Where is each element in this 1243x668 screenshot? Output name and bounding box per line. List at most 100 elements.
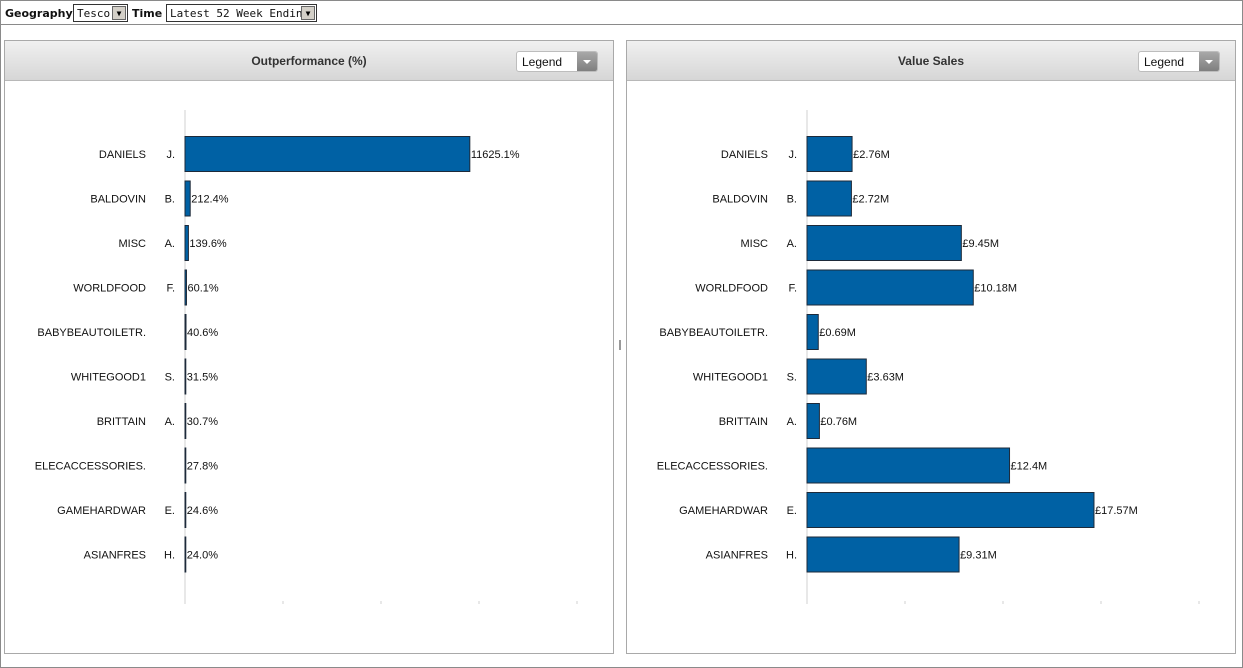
category-label: GAMEHARDWAR — [679, 505, 768, 517]
data-label: £3.63M — [867, 372, 904, 384]
category-label: ASIANFRES — [706, 550, 768, 562]
bar[interactable] — [184, 492, 187, 528]
data-label: £2.72M — [852, 194, 889, 206]
data-label: £17.57M — [1095, 505, 1138, 517]
chevron-down-icon[interactable]: ▼ — [112, 6, 126, 20]
category-label: MISC — [119, 238, 147, 250]
category-label: BALDOVIN — [712, 194, 768, 206]
data-label: 30.7% — [187, 416, 218, 428]
category-label: ELECACCESSORIES. — [657, 461, 768, 473]
category-label: DANIELS — [721, 149, 768, 161]
bar[interactable] — [806, 492, 1095, 528]
data-label: 11625.1% — [471, 149, 520, 161]
value-sales-chart: DANIELS J. £2.76M BALDOVIN B. £2.72M MISC A. £9.… — [657, 110, 1200, 604]
category-initial-label: J. — [166, 149, 175, 161]
bar[interactable] — [184, 314, 187, 350]
bar[interactable] — [184, 180, 191, 217]
category-label: BABYBEAUTOILETR. — [37, 327, 146, 339]
category-label: DANIELS — [99, 149, 146, 161]
category-label: BALDOVIN — [90, 194, 146, 206]
legend-dropdown[interactable]: Legend — [1138, 51, 1220, 72]
category-label: WORLDFOOD — [73, 283, 146, 295]
bar[interactable] — [806, 136, 853, 172]
geography-select-value: Tesco — [77, 7, 111, 20]
category-label: ASIANFRES — [84, 550, 146, 562]
bar[interactable] — [806, 358, 867, 395]
filter-bar: Geography Tesco ▼ Time Latest 52 Week En… — [1, 1, 1242, 25]
category-initial-label: H. — [786, 550, 797, 562]
time-label: Time — [132, 7, 163, 20]
category-initial-label: A. — [787, 416, 797, 428]
time-select[interactable]: Latest 52 Week Ending ▼ — [166, 4, 317, 22]
category-initial-label: S. — [165, 372, 175, 384]
category-initial-label: S. — [787, 372, 797, 384]
category-label: MISC — [741, 238, 769, 250]
value-sales-panel: Value Sales Legend DANIELS J. £2.76M BALDOV… — [626, 40, 1236, 654]
outperformance-panel: Outperformance (%) Legend DANIELS J. 11625… — [4, 40, 614, 654]
time-select-value: Latest 52 Week Ending — [170, 7, 310, 20]
category-initial-label: E. — [165, 505, 175, 517]
category-initial-label: E. — [787, 505, 797, 517]
category-initial-label: A. — [165, 238, 175, 250]
bar[interactable] — [806, 447, 1011, 484]
category-initial-label: B. — [787, 194, 797, 206]
category-label: ELECACCESSORIES. — [35, 461, 146, 473]
data-label: 27.8% — [187, 461, 218, 473]
category-initial-label: A. — [787, 238, 797, 250]
chevron-down-icon[interactable] — [577, 52, 597, 71]
data-label: 40.6% — [187, 327, 218, 339]
outperformance-chart: DANIELS J. 11625.1% BALDOVIN B. 212.4% MISC A. 1… — [35, 110, 578, 604]
legend-dropdown-label: Legend — [522, 55, 563, 69]
chevron-down-icon[interactable] — [1199, 52, 1219, 71]
bar[interactable] — [184, 269, 187, 306]
bar[interactable] — [184, 225, 189, 261]
panel-splitter-handle[interactable] — [619, 340, 621, 350]
panel-title: Value Sales — [897, 54, 965, 68]
bar[interactable] — [806, 403, 820, 439]
data-label: 139.6% — [189, 238, 227, 250]
category-initial-label: F. — [166, 283, 175, 295]
category-initial-label: B. — [165, 194, 175, 206]
data-label: 60.1% — [187, 283, 218, 295]
legend-dropdown-label: Legend — [1144, 55, 1185, 69]
panel-title: Outperformance (%) — [251, 54, 367, 68]
bar[interactable] — [184, 403, 187, 439]
category-label: WHITEGOOD1 — [71, 372, 146, 384]
bar[interactable] — [806, 269, 974, 306]
category-label: BABYBEAUTOILETR. — [659, 327, 768, 339]
geography-select[interactable]: Tesco ▼ — [73, 4, 128, 22]
data-label: 24.0% — [187, 550, 218, 562]
legend-dropdown[interactable]: Legend — [516, 51, 598, 72]
category-label: WORLDFOOD — [695, 283, 768, 295]
data-label: £0.69M — [819, 327, 856, 339]
bar[interactable] — [184, 536, 187, 573]
bar[interactable] — [184, 136, 471, 172]
bar[interactable] — [184, 447, 187, 484]
data-label: 24.6% — [187, 505, 218, 517]
category-initial-label: H. — [164, 550, 175, 562]
panel-header: Value Sales Legend — [627, 41, 1235, 81]
geography-label: Geography — [5, 7, 73, 20]
category-initial-label: A. — [165, 416, 175, 428]
data-label: £0.76M — [820, 416, 857, 428]
data-label: £12.4M — [1011, 461, 1048, 473]
bar[interactable] — [806, 536, 960, 573]
bar[interactable] — [806, 225, 962, 261]
data-label: 31.5% — [187, 372, 218, 384]
category-initial-label: F. — [788, 283, 797, 295]
data-label: 212.4% — [191, 194, 229, 206]
bar[interactable] — [184, 358, 187, 395]
bar[interactable] — [806, 180, 852, 217]
panel-header: Outperformance (%) Legend — [5, 41, 613, 81]
category-label: BRITTAIN — [719, 416, 768, 428]
category-label: GAMEHARDWAR — [57, 505, 146, 517]
data-label: £10.18M — [974, 283, 1017, 295]
data-label: £2.76M — [853, 149, 890, 161]
bar[interactable] — [806, 314, 819, 350]
data-label: £9.45M — [962, 238, 999, 250]
category-label: BRITTAIN — [97, 416, 146, 428]
chevron-down-icon[interactable]: ▼ — [301, 6, 315, 20]
category-label: WHITEGOOD1 — [693, 372, 768, 384]
category-initial-label: J. — [788, 149, 797, 161]
data-label: £9.31M — [960, 550, 997, 562]
